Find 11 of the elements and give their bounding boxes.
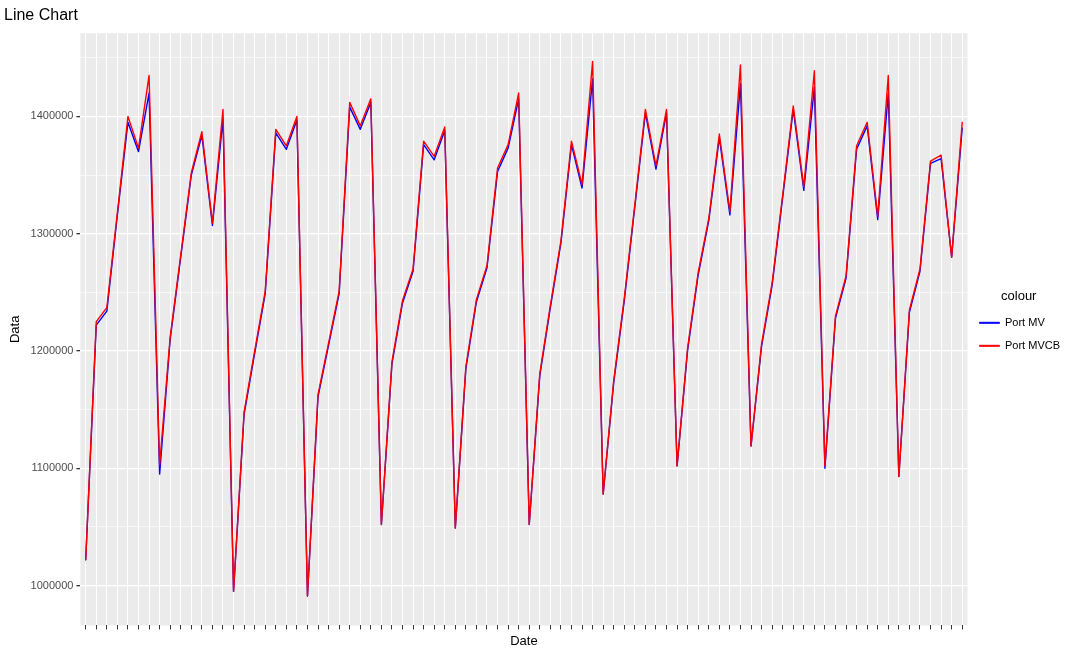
y-axis-title: Data bbox=[7, 314, 23, 344]
legend-title: colour bbox=[1001, 287, 1038, 303]
y-tick-label: 1000000 bbox=[30, 578, 74, 591]
y-tick-label: 1200000 bbox=[30, 344, 74, 357]
y-tick-label: 1400000 bbox=[30, 109, 74, 122]
y-tick-label: 1100000 bbox=[31, 461, 74, 474]
chart-title: Line Chart bbox=[4, 6, 79, 24]
x-axis-title: Date bbox=[510, 632, 538, 648]
legend-label: Port MVCB bbox=[1004, 338, 1060, 351]
y-tick-label: 1300000 bbox=[30, 226, 74, 239]
legend-label: Port MV bbox=[1004, 315, 1046, 328]
